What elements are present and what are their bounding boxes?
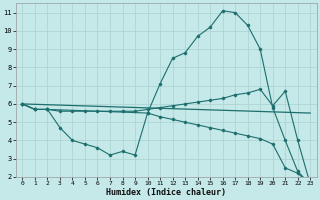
X-axis label: Humidex (Indice chaleur): Humidex (Indice chaleur): [106, 188, 226, 197]
